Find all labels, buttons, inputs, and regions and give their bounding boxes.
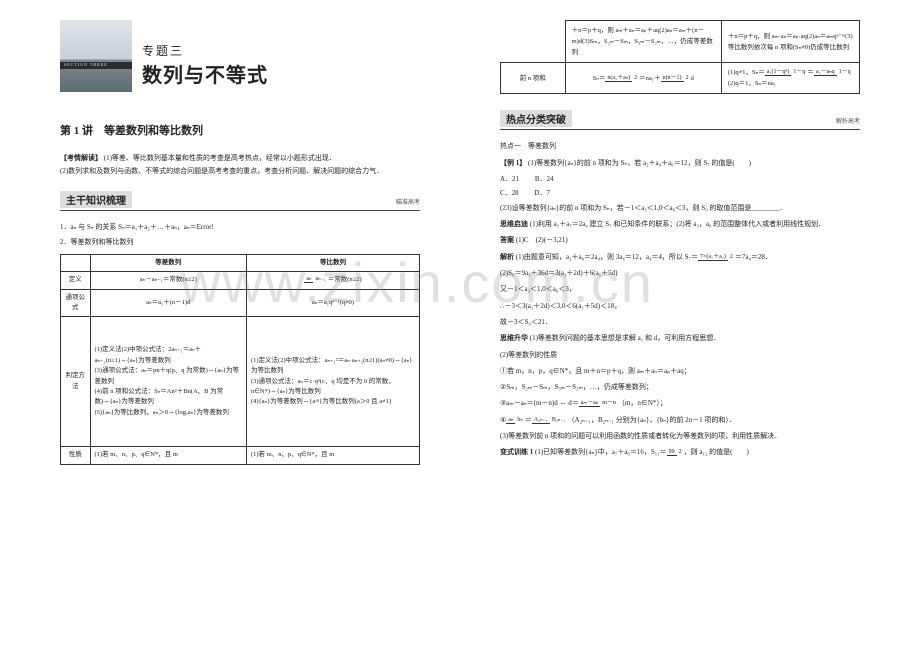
think2-2: (2)等差数列的性质 xyxy=(500,349,860,362)
sol-2a: (2)S₉＝9a₁＋36d＝3(a₁＋2d)＋6(a₁＋5d) xyxy=(500,267,860,280)
think2-2b: ②Sₘ，S₂ₘ－Sₘ，S₃ₘ－S₂ₘ，…，仍成等差数列； xyxy=(500,381,860,394)
continuation-table: ＋n＝p＋q，则 aₘ＋aₙ＝aₚ＋aq(2)aₙ＝aₘ＋(n－m)d(3)Sₘ… xyxy=(500,20,860,94)
th-gp: 等比数列 xyxy=(246,254,419,271)
cell: aₙ＝a₁qⁿ⁻¹(q≠0) xyxy=(246,289,419,317)
example-1: 【例 1】 (1)等差数列{aₙ}的前 n 项和为 Sₙ，若 a₂＋a₄＋a₆＝… xyxy=(500,157,860,170)
think2-1: (1)等差数列问题的基本思想是求解 a₁ 和 d，可利用方程思想． xyxy=(530,334,720,342)
think2-3: (3)等差数列前 n 项和的问题可以利用函数的性质或者转化为等差数列的项，利用性… xyxy=(500,430,860,443)
think2-label: 思维升华 xyxy=(500,334,528,342)
example-label: 【例 1】 xyxy=(500,159,526,167)
think-label: 思维启迪 xyxy=(500,220,528,228)
cell-blank xyxy=(501,21,566,63)
lesson-title: 第 1 讲 等差数列和等比数列 xyxy=(60,122,420,138)
compare-table: 等差数列 等比数列 定义 aₙ－aₙ₋₁＝常数(n≥2) aₙaₙ₋₁＝常数(n… xyxy=(60,254,420,465)
sol-2b: 又－1＜a₃＜1,0＜a₆＜3， xyxy=(500,283,860,296)
opt-a: A．21 xyxy=(500,175,519,183)
hotpoint-1: 热点一 等差数列 xyxy=(500,140,860,153)
intro-label: 【考情解读】 xyxy=(60,154,102,162)
page-container: SECTION THREE 专题三 数列与不等式 第 1 讲 等差数列和等比数列… xyxy=(0,0,920,651)
block1-tag: 瞄准高考 xyxy=(396,197,420,206)
opt-c: C．28 xyxy=(500,189,519,197)
left-column: SECTION THREE 专题三 数列与不等式 第 1 讲 等差数列和等比数列… xyxy=(0,0,460,651)
th-ad: 等差数列 xyxy=(90,254,246,271)
variation-1: 变式训练 1 (1)已知等差数列{aₙ}中，a₇＋a₉＝16，S₁₁＝992，则… xyxy=(500,446,860,459)
intro-block: 【考情解读】 (1)等差、等比数列基本量和性质的考查是高考热点，经常以小题形式出… xyxy=(60,152,420,177)
block2-title-text: 热点分类突破 xyxy=(500,110,572,127)
section-label: SECTION THREE xyxy=(64,62,108,67)
table-row: 判定方法 (1)定义法(2)中项公式法：2aₙ₋₁＝aₙ＋aₙ₊₂(n≥1)⇔{… xyxy=(61,317,420,447)
table-row: 定义 aₙ－aₙ₋₁＝常数(n≥2) aₙaₙ₋₁＝常数(n≥2) xyxy=(61,272,420,289)
right-column: ＋n＝p＋q，则 aₘ＋aₙ＝aₚ＋aq(2)aₙ＝aₘ＋(n－m)d(3)Sₘ… xyxy=(460,0,920,651)
row-label: 前 n 项和 xyxy=(501,63,566,94)
table-row: 前 n 项和 Sₙ＝n(a₁＋aₙ)2＝na₁＋n(n－1)2d (1)q≠1，… xyxy=(501,63,860,94)
cell: (1)若 m、n、p、q∈N*，且 m xyxy=(90,447,246,464)
section-thumbnail: SECTION THREE xyxy=(60,20,132,92)
subject-title: 数列与不等式 xyxy=(142,59,268,88)
options-row1: A．21 B．24 xyxy=(500,174,860,184)
example-text: (1)等差数列{aₙ}的前 n 项和为 Sₙ，若 a₂＋a₄＋a₆＝12，则 S… xyxy=(528,159,751,167)
think2-2c: ③aₘ－aₙ＝(m－n)d ⇔ d＝aₘ－aₙm－n（m，n∈N*）； xyxy=(500,397,860,410)
row-label: 通项公式 xyxy=(61,289,91,317)
sol-label: 解析 xyxy=(500,253,514,261)
block1-title-text: 主干知识梳理 xyxy=(60,191,132,208)
table-row: 性质 (1)若 m、n、p、q∈N*，且 m (1)若 m、n、p、q∈N*，且… xyxy=(61,447,420,464)
row-label: 性质 xyxy=(61,447,91,464)
table-row: 等差数列 等比数列 xyxy=(61,254,420,271)
answer-line: 答案 (1)C (2)(－3,21) xyxy=(500,234,860,247)
ans-text: (1)C (2)(－3,21) xyxy=(516,236,568,244)
block2-tag: 解析高考 xyxy=(836,116,860,125)
think2-2d: ④aₙbₙ＝A₂ₙ₋₁B₂ₙ₋₁（A₂ₙ₋₁，B₂ₙ₋₁ 分别为{aₙ}，{bₙ… xyxy=(500,414,860,427)
cell: aₙaₙ₋₁＝常数(n≥2) xyxy=(246,272,419,289)
think-text: (1)利用 a₁＋a₇＝2a₄ 建立 S₇ 和已知条件的联系；(2)将 a₃，a… xyxy=(530,220,825,228)
cell: (1)q≠1，Sₙ＝a₁(1－qⁿ)1－q＝a₁－aₙq1－q (2)q＝1，S… xyxy=(721,63,859,94)
compare-title: 2．等差数列和等比数列 xyxy=(60,236,420,249)
thinking-hint: 思维启迪 (1)利用 a₁＋a₇＝2a₄ 建立 S₇ 和已知条件的联系；(2)将… xyxy=(500,218,860,231)
subject-subtitle: 专题三 xyxy=(142,42,268,59)
block1-title: 主干知识梳理 瞄准高考 xyxy=(60,189,420,211)
sol-2c: ∴－3＜3(a₁＋2d)＜3,0＜6(a₁＋5d)＜18， xyxy=(500,300,860,313)
intro-line2: (2)数列求和及数列与函数、不等式的综合问题是高考考查的重点，考查分析问题、解决… xyxy=(60,167,383,175)
example-1-23: (23)设等差数列{aₙ}的前 n 项和为 Sₙ，若－1＜a₃＜1,0＜a₆＜3… xyxy=(500,202,860,215)
cell: (1)定义法(2)中项公式法：2aₙ₋₁＝aₙ＋aₙ₊₂(n≥1)⇔{aₙ}为等… xyxy=(90,317,246,447)
cell: Sₙ＝n(a₁＋aₙ)2＝na₁＋n(n－1)2d xyxy=(565,63,721,94)
row-label: 定义 xyxy=(61,272,91,289)
th-blank xyxy=(61,254,91,271)
thinking-elev: 思维升华 (1)等差数列问题的基本思想是求解 a₁ 和 d，可利用方程思想． xyxy=(500,332,860,345)
cell: (1)若 m、n、p、q∈N*，且 m xyxy=(246,447,419,464)
relation-line: 1．aₙ 与 Sₙ 的关系 Sₙ＝a₁＋a₂＋…＋aₙ，aₙ＝Error! xyxy=(60,221,420,234)
cell: ＋n＝p＋q，则 aₘ＋aₙ＝aₚ＋aq(2)aₙ＝aₘ＋(n－m)d(3)Sₘ… xyxy=(565,21,721,63)
think2-2a: ①若 m，n，p，q∈N*，且 m＋n＝p＋q，则 aₘ＋aₙ＝aₚ＋aq； xyxy=(500,365,860,378)
cell: ＋n＝p＋q，则 aₘ·aₙ＝aₚ·aq(2)aₙ＝aₘqⁿ⁻ᵐ(3)等比数列依… xyxy=(721,21,859,63)
ans-label: 答案 xyxy=(500,236,514,244)
table-row: ＋n＝p＋q，则 aₘ＋aₙ＝aₚ＋aq(2)aₙ＝aₘ＋(n－m)d(3)Sₘ… xyxy=(501,21,860,63)
table-row: 通项公式 aₙ＝a₁＋(n－1)d aₙ＝a₁qⁿ⁻¹(q≠0) xyxy=(61,289,420,317)
opt-b: B．24 xyxy=(535,175,554,183)
opt-d: D．7 xyxy=(534,189,550,197)
solution-line: 解析 (1)由题意可知，a₂＋a₆＝2a₄，则 3a₄＝12，a₄＝4，所以 S… xyxy=(500,251,860,264)
cell: (1)定义法(2)中项公式法：aₙ₊₁²＝aₙ·aₙ₊₂(n≥1)(aₙ≠0)⇔… xyxy=(246,317,419,447)
intro-line1: (1)等差、等比数列基本量和性质的考查是高考热点，经常以小题形式出现． xyxy=(104,154,336,162)
cell: aₙ－aₙ₋₁＝常数(n≥2) xyxy=(90,272,246,289)
section-header: SECTION THREE 专题三 数列与不等式 xyxy=(60,20,420,92)
var-label: 变式训练 1 xyxy=(500,448,533,456)
row-label: 判定方法 xyxy=(61,317,91,447)
title-block: 专题三 数列与不等式 xyxy=(142,42,268,92)
sol-2d: 故－3＜S₉＜21． xyxy=(500,316,860,329)
cell: aₙ＝a₁＋(n－1)d xyxy=(90,289,246,317)
block2-title: 热点分类突破 解析高考 xyxy=(500,108,860,130)
options-row2: C．28 D．7 xyxy=(500,188,860,198)
